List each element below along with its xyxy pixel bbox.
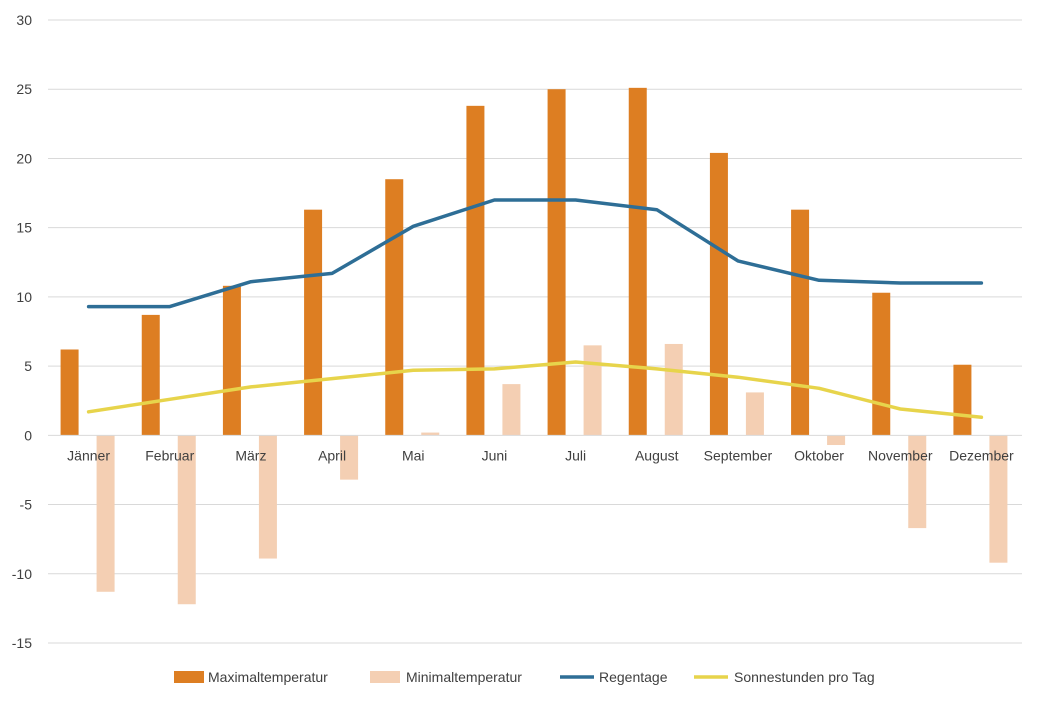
- legend-label: Maximaltemperatur: [208, 669, 328, 685]
- y-tick-label: -5: [20, 497, 33, 513]
- x-category-label: März: [235, 447, 266, 463]
- bar-min: [502, 384, 521, 436]
- legend: Maximaltemperatur Minimaltemperatur Regent…: [174, 669, 875, 685]
- y-tick-label: 15: [16, 220, 32, 236]
- legend-label: Regentage: [599, 669, 668, 685]
- bar-max: [872, 292, 891, 436]
- lines: [86, 198, 984, 420]
- y-tick-label: 20: [16, 150, 32, 166]
- y-axis-ticks: 30 25 20 15 10 5 0 -5 -10 -15: [12, 12, 32, 651]
- line-sonnenstunden: [86, 360, 984, 420]
- legend-swatch: [370, 671, 400, 683]
- x-category-label: Jänner: [67, 447, 110, 463]
- y-tick-label: 5: [24, 358, 32, 374]
- x-category-label: Oktober: [794, 447, 844, 463]
- line-regentage: [86, 198, 984, 309]
- bar-min: [583, 345, 602, 436]
- legend-swatch: [174, 671, 204, 683]
- bar-min: [827, 435, 846, 446]
- bar-min: [96, 435, 115, 592]
- bar-max: [222, 285, 241, 436]
- bar-min: [745, 392, 764, 436]
- legend-label: Minimaltemperatur: [406, 669, 522, 685]
- bar-max: [547, 89, 566, 436]
- x-axis-labels: Jänner Februar März April Mai Juni Juli August S…: [67, 447, 1014, 463]
- x-category-label: April: [318, 447, 346, 463]
- bars: [60, 87, 1008, 605]
- bar-max: [304, 209, 323, 436]
- bar-min: [989, 435, 1008, 563]
- y-tick-label: -10: [12, 566, 32, 582]
- bar-min: [340, 435, 359, 480]
- x-category-label: November: [868, 447, 933, 463]
- x-category-label: Mai: [402, 447, 425, 463]
- x-category-label: Dezember: [949, 447, 1014, 463]
- bar-min: [908, 435, 927, 529]
- y-tick-label: 30: [16, 12, 32, 28]
- bar-min: [421, 432, 440, 436]
- x-category-label: Februar: [145, 447, 194, 463]
- y-tick-label: -15: [12, 635, 32, 651]
- legend-label: Sonnestunden pro Tag: [734, 669, 875, 685]
- y-tick-label: 0: [24, 427, 32, 443]
- bar-min: [664, 343, 683, 436]
- bar-max: [385, 179, 404, 436]
- bar-max: [141, 314, 160, 436]
- y-tick-label: 10: [16, 289, 32, 305]
- bar-max: [60, 349, 79, 436]
- bar-max: [466, 105, 485, 436]
- x-category-label: August: [635, 447, 679, 463]
- bar-max: [709, 152, 728, 436]
- bar-min: [177, 435, 196, 605]
- x-category-label: Juli: [565, 447, 586, 463]
- bar-max: [953, 364, 972, 436]
- x-category-label: Juni: [482, 447, 508, 463]
- bar-min: [258, 435, 277, 559]
- bar-max: [628, 87, 647, 436]
- y-tick-label: 25: [16, 81, 32, 97]
- x-category-label: September: [704, 447, 773, 463]
- bar-max: [791, 209, 810, 436]
